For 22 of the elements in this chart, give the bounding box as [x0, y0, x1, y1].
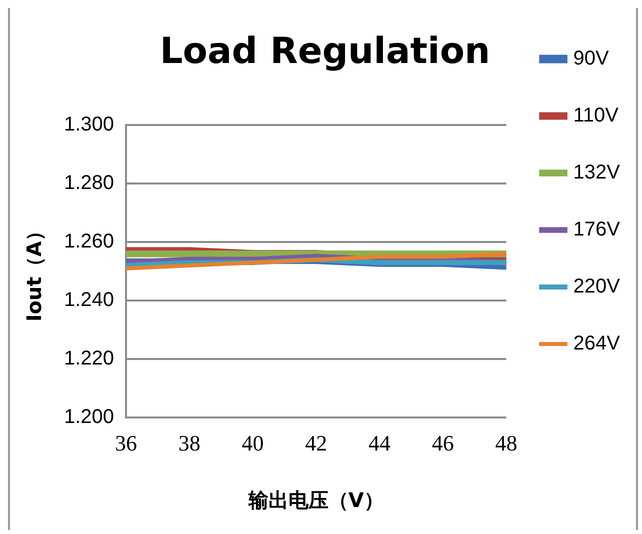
legend-label: 176V [573, 218, 621, 241]
y-tick-label: 1.260 [64, 230, 114, 253]
y-tick-label: 1.200 [64, 406, 114, 428]
legend-label: 110V [573, 104, 620, 127]
chart-title: Load Regulation [160, 30, 490, 72]
x-tick-label: 40 [242, 430, 264, 456]
legend-label: 264V [573, 332, 621, 355]
legend-label: 132V [573, 162, 621, 184]
x-tick-label: 42 [305, 430, 328, 456]
x-tick-label: 38 [178, 430, 200, 456]
y-tick-label: 1.240 [64, 289, 114, 312]
y-tick-label: 1.220 [64, 348, 114, 370]
x-tick-label: 36 [115, 430, 138, 456]
legend-label: 220V [573, 276, 621, 298]
y-tick-label: 1.280 [64, 172, 114, 194]
y-axis-title: Iout（A） [22, 221, 46, 322]
x-axis-title: 输出电压（V） [247, 488, 384, 512]
x-tick-label: 46 [432, 430, 454, 456]
x-tick-label: 44 [368, 430, 391, 456]
y-tick-label: 1.300 [64, 114, 114, 136]
x-tick-label: 48 [495, 430, 518, 456]
legend-label: 90V [573, 48, 610, 70]
